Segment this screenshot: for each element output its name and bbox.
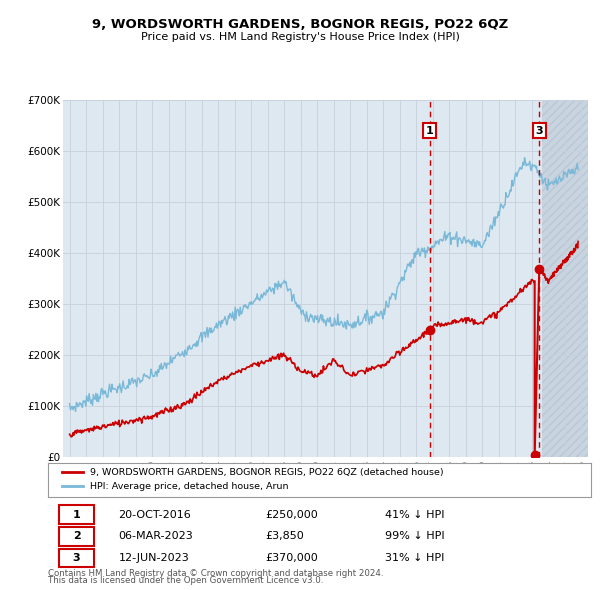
- Text: 99% ↓ HPI: 99% ↓ HPI: [385, 532, 444, 541]
- Text: 2: 2: [73, 532, 80, 541]
- Bar: [542, 100, 588, 457]
- FancyBboxPatch shape: [59, 527, 94, 546]
- Text: 41% ↓ HPI: 41% ↓ HPI: [385, 510, 444, 520]
- Text: £370,000: £370,000: [265, 553, 318, 563]
- Text: Price paid vs. HM Land Registry's House Price Index (HPI): Price paid vs. HM Land Registry's House …: [140, 32, 460, 41]
- Text: 06-MAR-2023: 06-MAR-2023: [119, 532, 193, 541]
- Legend: 9, WORDSWORTH GARDENS, BOGNOR REGIS, PO22 6QZ (detached house), HPI: Average pri: 9, WORDSWORTH GARDENS, BOGNOR REGIS, PO2…: [58, 464, 448, 495]
- Text: £250,000: £250,000: [265, 510, 318, 520]
- Text: 12-JUN-2023: 12-JUN-2023: [119, 553, 190, 563]
- Text: 20-OCT-2016: 20-OCT-2016: [119, 510, 191, 520]
- Text: Contains HM Land Registry data © Crown copyright and database right 2024.: Contains HM Land Registry data © Crown c…: [48, 569, 383, 578]
- Text: £3,850: £3,850: [265, 532, 304, 541]
- Text: 1: 1: [425, 126, 433, 136]
- Text: 1: 1: [73, 510, 80, 520]
- FancyBboxPatch shape: [59, 506, 94, 524]
- Text: 9, WORDSWORTH GARDENS, BOGNOR REGIS, PO22 6QZ: 9, WORDSWORTH GARDENS, BOGNOR REGIS, PO2…: [92, 18, 508, 31]
- Text: 3: 3: [535, 126, 543, 136]
- Bar: [542, 100, 588, 457]
- Text: 3: 3: [73, 553, 80, 563]
- Bar: [542, 100, 588, 457]
- Text: 31% ↓ HPI: 31% ↓ HPI: [385, 553, 444, 563]
- Text: This data is licensed under the Open Government Licence v3.0.: This data is licensed under the Open Gov…: [48, 576, 323, 585]
- FancyBboxPatch shape: [59, 549, 94, 567]
